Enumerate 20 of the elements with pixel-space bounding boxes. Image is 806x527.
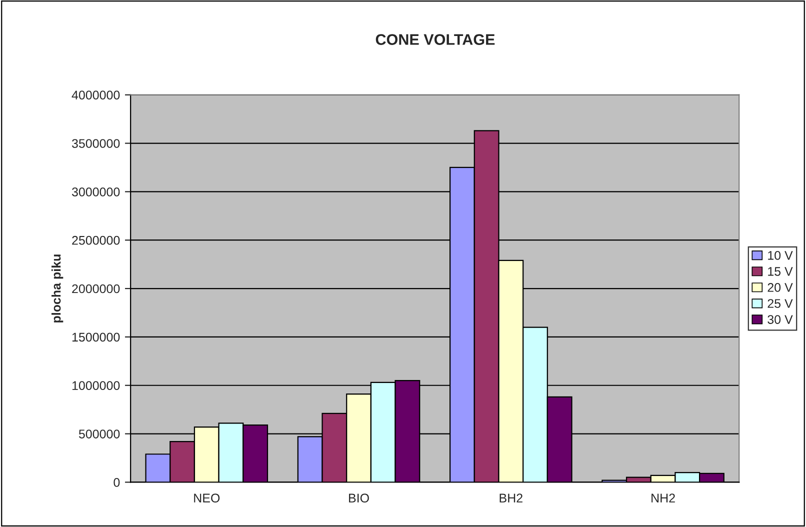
x-tick-label: NH2: [652, 494, 675, 502]
legend-label: 30 V: [768, 315, 793, 324]
x-tick-label: NEO: [194, 494, 220, 502]
chart-title: CONE VOLTAGE: [376, 34, 495, 45]
y-tick-label: 1500000: [72, 332, 120, 342]
y-tick-label: 2500000: [72, 236, 120, 245]
y-tick-label: 4000000: [72, 90, 120, 100]
x-tick-label: BH2: [500, 494, 522, 502]
y-tick-label: 3500000: [72, 139, 120, 148]
y-tick-label: 2000000: [72, 284, 120, 294]
legend-label: 25 V: [768, 299, 793, 308]
y-tick-label: 0: [114, 478, 120, 487]
y-axis-title: plocha piku: [52, 254, 64, 322]
y-tick-label: 1000000: [72, 381, 120, 390]
y-tick-label: 500000: [78, 430, 120, 438]
x-tick-label: BIO: [349, 494, 369, 502]
legend-label: 10 V: [768, 250, 793, 260]
y-tick-label: 3000000: [72, 187, 120, 196]
legend-label: 15 V: [768, 267, 793, 276]
legend-label: 20 V: [768, 283, 793, 292]
